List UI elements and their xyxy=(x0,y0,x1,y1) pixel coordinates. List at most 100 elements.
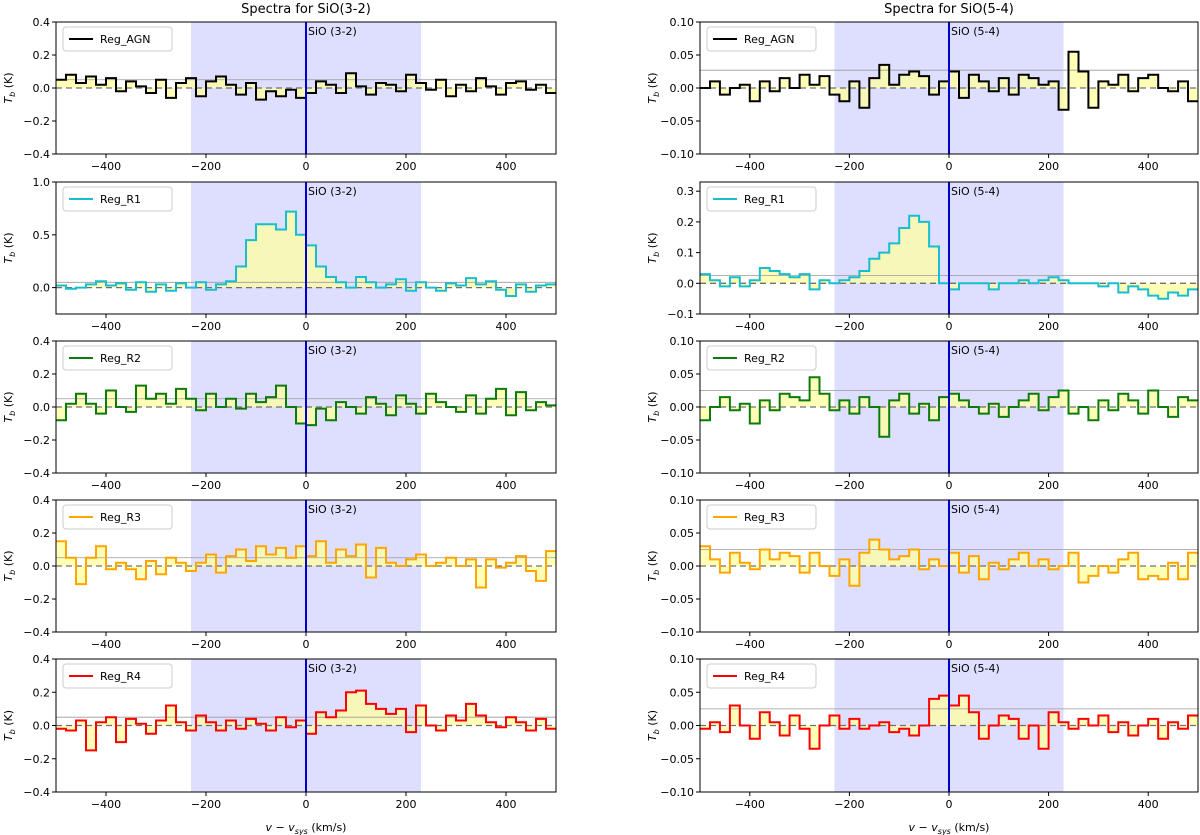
line-label: SiO (3-2) xyxy=(308,185,357,198)
spectrum-panel: SiO (3-2) −0.4 −0.2 0.0 0.2 0.4 −400 −200 0 200 40… xyxy=(2,16,557,173)
legend-box xyxy=(706,504,817,530)
y-axis-label: Tb (K) xyxy=(646,232,661,263)
y-tick-label: 0.2 xyxy=(677,216,695,229)
y-tick-label: −0.4 xyxy=(23,148,50,161)
y-tick-label: −0.2 xyxy=(23,115,50,128)
x-tick-label: −400 xyxy=(735,320,765,333)
line-label: SiO (3-2) xyxy=(308,662,357,675)
x-tick-label: 200 xyxy=(1038,479,1059,492)
x-tick-label: 0 xyxy=(303,160,310,173)
y-tick-label: 0.05 xyxy=(670,368,695,381)
y-tick-label: −0.10 xyxy=(660,467,694,480)
x-tick-label: −200 xyxy=(191,798,221,811)
legend-box xyxy=(62,663,173,689)
x-tick-label: 400 xyxy=(496,479,517,492)
y-tick-label: −0.2 xyxy=(23,753,50,766)
spectrum-panel: SiO (5-4) −0.10 −0.05 0.00 0.05 0.10 −400 −200 0… xyxy=(646,653,1199,811)
spectrum-fill xyxy=(56,385,556,426)
x-tick-label: 0 xyxy=(946,479,953,492)
y-tick-label: 0.10 xyxy=(670,494,695,507)
y-tick-label: 0.0 xyxy=(677,277,695,290)
legend-box xyxy=(706,26,817,52)
y-tick-label: 0.2 xyxy=(33,686,51,699)
legend-box xyxy=(62,345,173,371)
y-tick-label: −0.4 xyxy=(23,786,50,799)
y-tick-label: −0.05 xyxy=(660,753,694,766)
x-tick-label: −400 xyxy=(735,479,765,492)
spectrum-panel: SiO (3-2) 0.0 0.5 1.0 −400 −200 0 200 400 Tb (K) R… xyxy=(2,176,557,333)
x-axis-label: v − vsys (km/s) xyxy=(266,821,347,835)
x-tick-label: 200 xyxy=(1038,160,1059,173)
line-label: SiO (5-4) xyxy=(951,662,1000,675)
y-tick-label: −0.05 xyxy=(660,434,694,447)
spectrum-panel: SiO (5-4) −0.10 −0.05 0.00 0.05 0.10 −400 −200 0… xyxy=(646,494,1199,651)
x-tick-label: −400 xyxy=(91,320,121,333)
x-tick-label: 0 xyxy=(946,160,953,173)
x-tick-label: 0 xyxy=(946,320,953,333)
y-tick-label: 0.4 xyxy=(33,335,51,348)
x-tick-label: 400 xyxy=(1138,798,1159,811)
x-tick-label: −400 xyxy=(91,479,121,492)
x-tick-label: 0 xyxy=(946,638,953,651)
y-tick-label: 0.2 xyxy=(33,49,51,62)
x-tick-label: 200 xyxy=(1038,638,1059,651)
y-tick-label: −0.2 xyxy=(23,434,50,447)
x-tick-label: −400 xyxy=(91,160,121,173)
legend-label: Reg_AGN xyxy=(744,33,794,46)
x-tick-label: 200 xyxy=(396,479,417,492)
spectrum-panel: SiO (3-2) −0.4 −0.2 0.0 0.2 0.4 −400 −200 0 200 40… xyxy=(2,494,557,651)
legend-box xyxy=(706,186,817,212)
y-tick-label: −0.05 xyxy=(660,115,694,128)
y-tick-label: 0.5 xyxy=(33,229,51,242)
y-tick-label: 0.2 xyxy=(33,368,51,381)
y-tick-label: −0.10 xyxy=(660,626,694,639)
y-tick-label: −0.10 xyxy=(660,148,694,161)
x-tick-label: 400 xyxy=(496,160,517,173)
y-tick-label: 0.00 xyxy=(670,720,695,733)
x-tick-label: 200 xyxy=(396,638,417,651)
line-label: SiO (3-2) xyxy=(308,503,357,516)
line-label: SiO (3-2) xyxy=(308,344,357,357)
line-label: SiO (5-4) xyxy=(951,503,1000,516)
legend-label: Reg_R3 xyxy=(100,511,141,524)
spectrum-panel: SiO (5-4) −0.10 −0.05 0.00 0.05 0.10 −400 −200 0… xyxy=(646,16,1199,173)
legend-box xyxy=(706,345,817,371)
line-label: SiO (3-2) xyxy=(308,25,357,38)
column-title: Spectra for SiO(3-2) xyxy=(241,2,371,17)
x-tick-label: 400 xyxy=(1138,160,1159,173)
x-tick-label: 200 xyxy=(396,160,417,173)
line-label: SiO (5-4) xyxy=(951,344,1000,357)
x-tick-label: 400 xyxy=(1138,479,1159,492)
x-tick-label: 0 xyxy=(303,638,310,651)
line-label: SiO (5-4) xyxy=(951,25,1000,38)
x-tick-label: −200 xyxy=(834,638,864,651)
y-tick-label: −0.4 xyxy=(23,626,50,639)
y-tick-label: 0.00 xyxy=(670,560,695,573)
column-title: Spectra for SiO(5-4) xyxy=(884,2,1014,17)
legend-box xyxy=(62,186,173,212)
y-tick-label: 0.4 xyxy=(33,653,51,666)
x-tick-label: 0 xyxy=(303,320,310,333)
x-tick-label: −400 xyxy=(735,638,765,651)
line-label: SiO (5-4) xyxy=(951,185,1000,198)
y-tick-label: 0.3 xyxy=(677,185,695,198)
y-axis-label: Tb (K) xyxy=(2,232,17,263)
y-tick-label: 0.05 xyxy=(670,527,695,540)
spectrum-panel: SiO (5-4) −0.10 −0.05 0.00 0.05 0.10 −400 −200 0… xyxy=(646,335,1199,492)
x-tick-label: −200 xyxy=(191,160,221,173)
legend-label: Reg_R2 xyxy=(100,352,141,365)
x-tick-label: 400 xyxy=(1138,638,1159,651)
y-tick-label: 0.10 xyxy=(670,335,695,348)
legend-box xyxy=(706,663,817,689)
y-tick-label: 0.0 xyxy=(33,401,51,414)
y-axis-label: Tb (K) xyxy=(646,710,661,741)
x-tick-label: 0 xyxy=(303,798,310,811)
y-tick-label: 0.0 xyxy=(33,720,51,733)
spectrum-step-line xyxy=(700,214,1198,300)
y-tick-label: −0.10 xyxy=(660,786,694,799)
x-tick-label: 200 xyxy=(396,320,417,333)
legend-label: Reg_R2 xyxy=(744,352,785,365)
y-tick-label: −0.1 xyxy=(667,308,694,321)
y-tick-label: −0.4 xyxy=(23,467,50,480)
